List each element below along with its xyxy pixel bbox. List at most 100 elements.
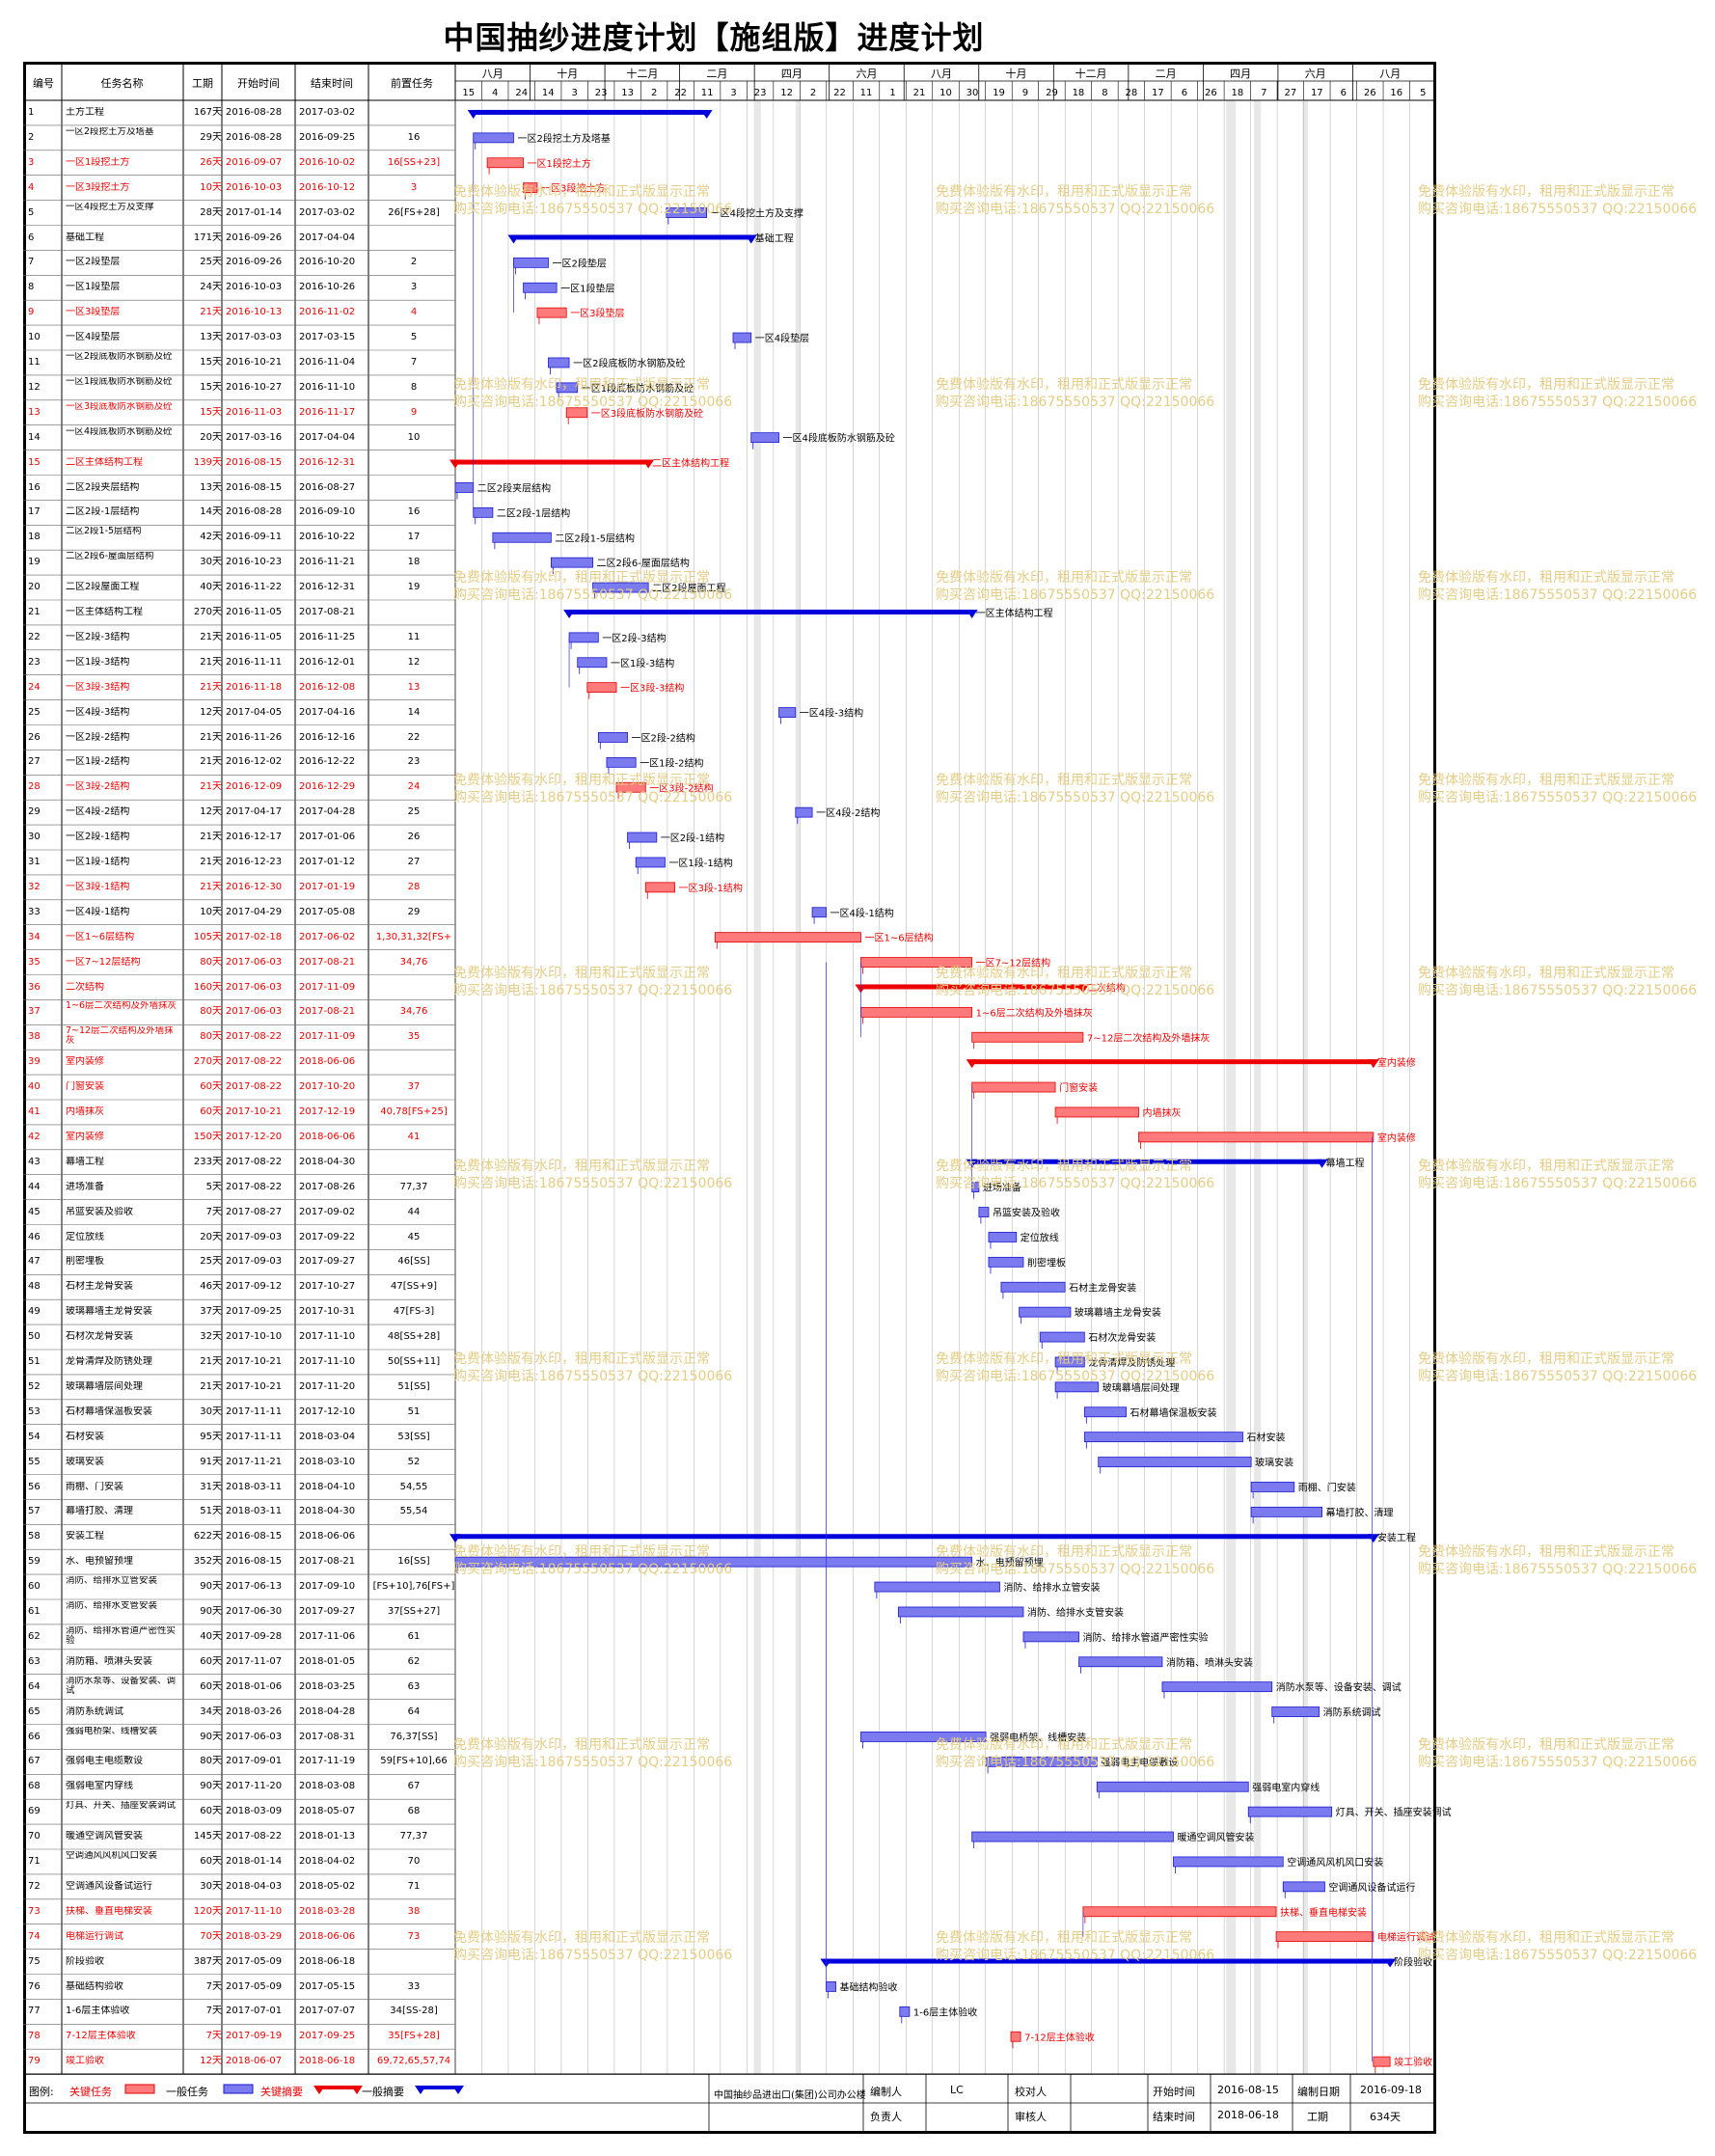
task-id: 63 [28,1655,41,1667]
task-bar-label: 电梯运行调试 [1377,1931,1435,1944]
task-name: 室内装修 [66,1056,104,1068]
task-id: 58 [28,1531,41,1542]
task-bar-label: 一区1段底板防水钢筋及砼 [582,382,694,395]
summary-cap-left [563,609,576,618]
task-end: 2016-10-26 [299,282,356,293]
task-name: 二次结构 [66,981,104,993]
watermark-line2: 购买咨询电话:18675550537 QQ:22150066 [453,983,733,998]
month-label: 十二月 [1075,67,1107,80]
task-dur: 25天 [200,1256,222,1268]
task-bar-label: 一区1段-3结构 [611,657,674,669]
task-bar-label: 幕墙打胶、清理 [1326,1506,1394,1518]
watermark-line2: 购买咨询电话:18675550537 QQ:22150066 [936,395,1215,410]
task-end: 2017-11-10 [299,1356,356,1367]
task-dur: 270天 [193,1056,222,1068]
watermark-text: 免费体验版有水印，租用和正式版显示正常 购买咨询电话:18675550537 QQ… [936,569,1214,604]
task-dur: 21天 [200,756,222,768]
task-name: 一区3段挖土方 [66,181,130,193]
legend-normal-swatch [223,2084,254,2094]
task-id: 27 [28,756,41,768]
task-start: 2017-08-22 [226,1181,283,1192]
task-pred: 41 [407,1131,421,1142]
task-name: 一区2段-3结构 [66,631,130,642]
task-dur: 20天 [200,1231,222,1242]
task-pred: 16 [407,131,421,143]
watermark-line2: 购买咨询电话:18675550537 QQ:22150066 [453,202,733,217]
task-name: 一区4段挖土方及支撑 [66,202,154,212]
task-dur: 13天 [200,332,222,343]
task-end: 2016-12-29 [299,781,356,793]
watermark-line1: 免费体验版有水印，租用和正式版显示正常 [453,1930,710,1946]
task-id: 42 [28,1131,41,1142]
task-start: 2016-08-28 [226,107,283,118]
task-name: 消防、给排水支管安装 [66,1601,158,1611]
task-bar-label: 一区2段-1结构 [661,832,724,844]
task-dur: 60天 [200,1655,222,1667]
watermark-text: 免费体验版有水印，租用和正式版显示正常 购买咨询电话:18675550537 QQ… [936,1351,1214,1385]
day-label: 26 [1205,88,1217,98]
task-id: 20 [28,582,41,593]
task-id: 61 [28,1606,41,1617]
watermark-line2: 购买咨询电话:18675550537 QQ:22150066 [1418,1562,1698,1577]
summary-cap-right [1076,984,1089,994]
task-start: 2018-01-14 [226,1856,283,1867]
task-bar-label: 7~12层二次结构及外墙抹灰 [1087,1031,1210,1044]
watermark-line2: 购买咨询电话:18675550537 QQ:22150066 [936,1176,1215,1191]
task-name: 暖通空调风管安装 [66,1831,143,1842]
task-start: 2016-11-03 [226,406,283,418]
task-end: 2017-09-25 [299,2031,356,2042]
task-bar-label: 进场准备 [983,1182,1021,1194]
task-end: 2017-11-20 [299,1380,356,1392]
task-id: 39 [28,1056,41,1068]
task-end: 2017-01-12 [299,857,356,867]
task-bar [1271,1706,1320,1717]
task-pred: 77,37 [399,1831,428,1842]
task-id: 35 [28,956,41,968]
watermark-line1: 免费体验版有水印，租用和正式版显示正常 [453,1544,710,1560]
task-name: 电梯运行调试 [66,1930,123,1942]
header-name: 任务名称 [100,77,144,90]
task-dur: 40天 [200,1630,222,1642]
task-bar-label: 玻璃安装 [1255,1457,1293,1469]
task-bar [811,907,827,918]
task-bar [1039,1331,1085,1343]
task-name: 一区1段底板防水钢筋及砼 [66,376,173,387]
task-pred: 70 [407,1856,421,1867]
task-pred: 9 [410,406,418,418]
task-end: 2017-11-06 [299,1630,356,1642]
task-bar [1275,1931,1375,1943]
month-label: 二月 [1156,68,1177,80]
task-bar [971,1031,1084,1043]
task-id: 38 [28,1031,41,1043]
page-title: 中国抽纱进度计划【施组版】进度计划 [443,19,985,56]
day-label: 14 [542,88,555,98]
task-start: 2017-05-09 [226,1955,283,1967]
task-start: 2016-08-15 [226,481,283,493]
watermark-line2: 购买咨询电话:18675550537 QQ:22150066 [453,1562,733,1577]
task-bar [606,756,637,768]
day-label: 3 [730,88,736,98]
watermark-text: 免费体验版有水印，租用和正式版显示正常 购买咨询电话:18675550537 QQ… [1418,569,1697,604]
task-bar-label: 水、电预留预埋 [976,1556,1044,1569]
task-bar [778,707,797,718]
task-dur: 90天 [200,1581,222,1593]
reviewer-label: 审核人 [1015,2111,1047,2123]
watermark-text: 免费体验版有水印，租用和正式版显示正常 购买咨询电话:18675550537 QQ… [453,965,732,999]
task-bar-label: 一区3段底板防水钢筋及砼 [591,407,703,420]
task-id: 45 [28,1206,41,1217]
task-start: 2017-05-09 [226,1980,283,1992]
task-dur: 21天 [200,832,222,843]
task-bar [513,257,549,268]
task-dur: 29天 [200,131,222,143]
task-dur: 32天 [200,1331,222,1343]
day-label: 6 [1341,88,1347,98]
task-dur: 21天 [200,731,222,743]
watermark-line2: 购买咨询电话:18675550537 QQ:22150066 [936,983,1215,998]
task-dur: 21天 [200,781,222,793]
task-dur: 7天 [205,2031,222,2042]
watermark-line1: 免费体验版有水印，租用和正式版显示正常 [936,184,1192,200]
task-dur: 160天 [193,981,222,993]
day-label: 15 [462,88,475,98]
watermark-line1: 免费体验版有水印，租用和正式版显示正常 [936,966,1192,981]
watermark-text: 免费体验版有水印，租用和正式版显示正常购买咨询电话:18675550537 QQ… [936,965,1214,999]
